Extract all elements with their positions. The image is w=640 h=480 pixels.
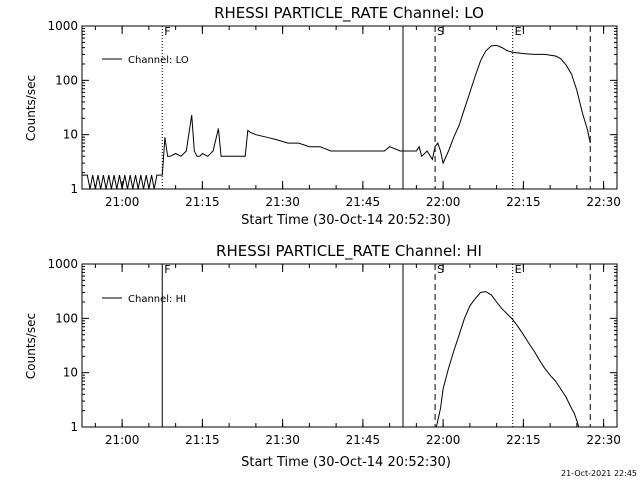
x-axis-label: Start Time (30-Oct-14 20:52:30) bbox=[241, 455, 451, 470]
y-tick-label: 10 bbox=[63, 128, 78, 142]
event-marker-label: F bbox=[164, 263, 170, 276]
x-axis: 21:00 21:15 21:30 21:45 22:00 22:15 22:30 bbox=[94, 26, 621, 209]
plot-frame bbox=[81, 25, 618, 190]
x-tick-label: 21:00 bbox=[105, 433, 140, 447]
x-tick-label: 22:30 bbox=[586, 195, 621, 209]
x-tick-label: 21:30 bbox=[265, 195, 300, 209]
x-tick-label: 22:00 bbox=[426, 433, 461, 447]
x-tick-label: 21:00 bbox=[105, 195, 140, 209]
y-tick-label: 1000 bbox=[47, 257, 78, 271]
y-tick-label: 10 bbox=[63, 366, 78, 380]
x-tick-label: 22:15 bbox=[506, 195, 541, 209]
legend-label: Channel: LO bbox=[128, 55, 189, 66]
footer-timestamp: 21-Oct-2021 22:45 bbox=[561, 469, 637, 478]
y-axis: 1 10 100 1000 bbox=[47, 19, 617, 196]
x-tick-label: 22:00 bbox=[426, 195, 461, 209]
series-lines bbox=[82, 44, 591, 190]
chart-title: RHESSI PARTICLE_RATE Channel: HI bbox=[216, 242, 482, 261]
y-axis: 1 10 100 1000 bbox=[47, 257, 617, 434]
y-tick-label: 1 bbox=[70, 420, 78, 434]
chart-title: RHESSI PARTICLE_RATE Channel: LO bbox=[214, 4, 484, 23]
event-marker-label: E bbox=[515, 263, 522, 276]
x-tick-label: 22:30 bbox=[586, 433, 621, 447]
y-tick-label: 100 bbox=[55, 73, 78, 87]
chart-panel-lo: RHESSI PARTICLE_RATE Channel: LO 1101001… bbox=[24, 4, 621, 228]
event-marker-label: E bbox=[515, 25, 522, 38]
y-tick-label: 1 bbox=[70, 182, 78, 196]
x-tick-label: 21:15 bbox=[185, 433, 220, 447]
y-tick-label: 100 bbox=[55, 311, 78, 325]
series-line bbox=[82, 44, 591, 190]
series-line bbox=[435, 291, 580, 428]
x-axis: 21:00 21:15 21:30 21:45 22:00 22:15 22:30 bbox=[94, 264, 621, 447]
x-tick-label: 22:15 bbox=[506, 433, 541, 447]
event-marker-label: S bbox=[437, 263, 444, 276]
x-tick-label: 21:15 bbox=[185, 195, 220, 209]
x-axis-label: Start Time (30-Oct-14 20:52:30) bbox=[241, 213, 451, 228]
event-marker-label: S bbox=[437, 25, 444, 38]
legend-label: Channel: HI bbox=[128, 294, 186, 305]
y-axis-label: Counts/sec bbox=[24, 75, 38, 141]
x-tick-label: 21:30 bbox=[265, 433, 300, 447]
plot-frame bbox=[81, 263, 618, 428]
series-lines bbox=[435, 291, 580, 428]
y-tick-label: 1000 bbox=[47, 19, 78, 33]
x-tick-label: 21:45 bbox=[346, 433, 381, 447]
chart-panel-hi: RHESSI PARTICLE_RATE Channel: HI 1101001… bbox=[24, 242, 621, 470]
event-marker-label: F bbox=[164, 25, 170, 38]
y-axis-label: Counts/sec bbox=[24, 313, 38, 379]
x-tick-label: 21:45 bbox=[346, 195, 381, 209]
